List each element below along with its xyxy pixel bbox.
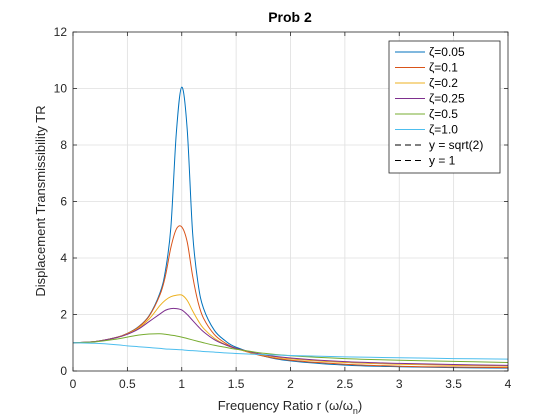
series-line-3 [72,307,509,366]
x-axis-title-close: ) [358,398,362,413]
y-tick-label: 8 [60,138,67,152]
legend-label: ζ=0.1 [429,61,458,75]
x-tick-label: 2 [287,377,294,391]
x-tick-label: 4 [505,377,512,391]
legend-label: ζ=0.25 [429,92,465,106]
axis-ticks [72,31,509,372]
x-axis-title: Frequency Ratio r (ω/ωn) [218,398,363,416]
x-tick-label: 0 [70,377,77,391]
y-tick-label: 4 [60,251,67,265]
legend-label: y = sqrt(2) [429,138,483,152]
x-tick-label: 1 [178,377,185,391]
y-axis-title: Displacement Transmissibility TR [33,105,48,296]
chart-title: Prob 2 [268,9,312,25]
y-tick-label: 6 [60,195,67,209]
series-line-2 [72,294,509,367]
x-tick-label: 2.5 [337,377,354,391]
legend-label: ζ=0.2 [429,76,458,90]
series-line-5 [72,342,509,360]
x-tick-label: 3 [396,377,403,391]
y-tick-label: 2 [60,308,67,322]
legend-label: ζ=0.05 [429,45,465,59]
x-axis-title-main: Frequency Ratio r (ω/ω [218,398,353,413]
y-tick-label: 10 [54,82,68,96]
x-tick-label: 0.5 [119,377,136,391]
data-lines [72,86,509,369]
y-tick-label: 0 [60,364,67,378]
x-tick-label: 3.5 [445,377,462,391]
legend: ζ=0.05 ζ=0.1ζ=0.2 ζ=0.25ζ=0.5 ζ=1.0y = sqrt… [388,40,501,174]
x-tick-labels: 0 0.5 1 1.5 2 2.5 3 3.5 4 [70,377,512,391]
legend-label: y = 1 [429,154,456,168]
x-tick-label: 1.5 [228,377,245,391]
legend-label: ζ=1.0 [429,123,458,137]
y-tick-labels: 0 2 4 6 8 10 12 [54,25,68,378]
series-line-1 [72,225,509,369]
legend-box [388,40,501,174]
x-axis-title-subscript: n [353,406,358,416]
y-tick-label: 12 [54,25,68,39]
legend-label: ζ=0.5 [429,107,458,121]
